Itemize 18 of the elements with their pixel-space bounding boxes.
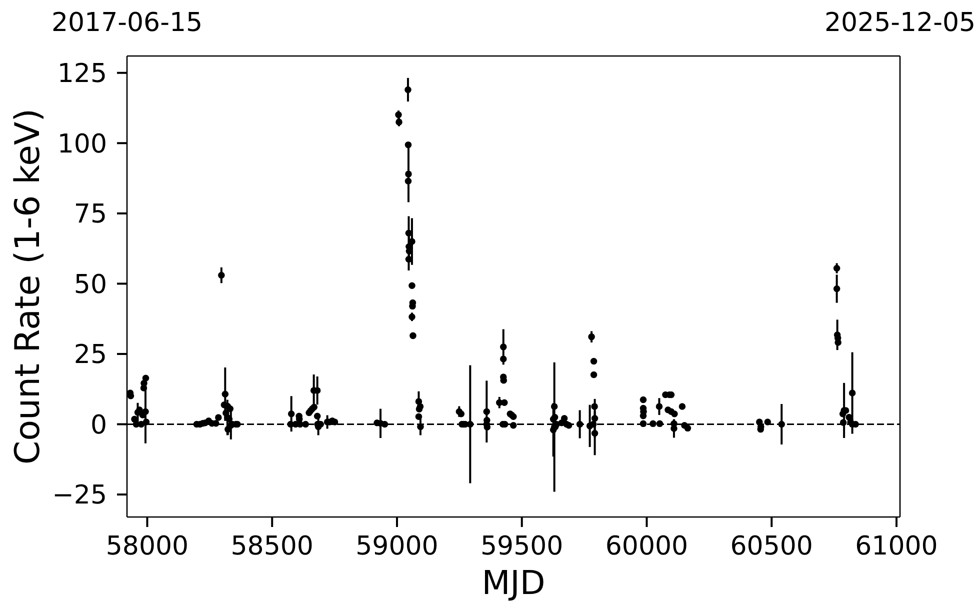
y-tick-label: 75	[74, 200, 107, 230]
y-tick-label: 0	[90, 410, 107, 440]
x-axis-title: MJD	[482, 563, 546, 602]
y-tick-label: 100	[57, 129, 107, 160]
x-tick-label: 59000	[356, 531, 438, 562]
x-tick-label: 58500	[230, 531, 314, 562]
x-tick-label: 60500	[730, 531, 813, 562]
x2-tick-label: 2017-06-15	[51, 8, 203, 38]
x-tick-label: 60000	[605, 531, 688, 562]
y-axis-title: Count Rate (1-6 keV)	[8, 108, 48, 465]
x-tick-label: 58000	[106, 531, 189, 562]
y-tick-label: 125	[57, 59, 107, 90]
x-tick-label: 59500	[480, 531, 564, 562]
y-tick-label: −25	[52, 480, 107, 511]
y-tick-label: 50	[74, 270, 107, 300]
x2-tick-label: 2025-12-05	[824, 8, 976, 38]
y-tick-label: 25	[74, 340, 107, 370]
x-tick-label: 61000	[855, 531, 938, 562]
